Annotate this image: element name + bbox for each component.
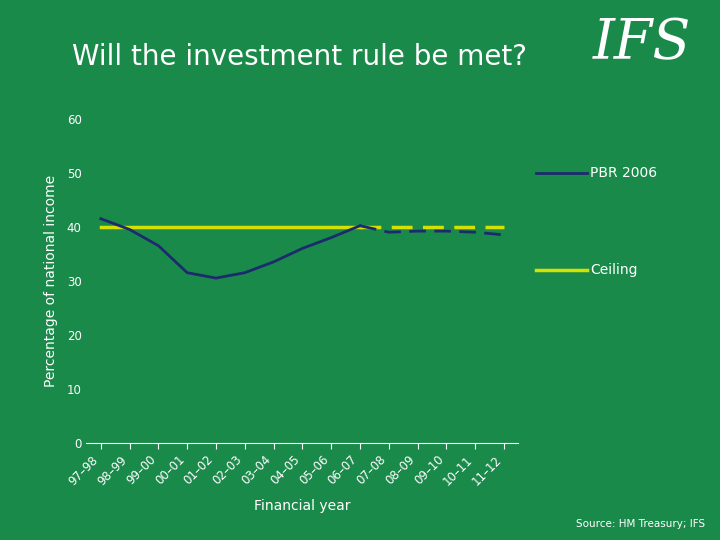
Text: PBR 2006: PBR 2006 — [590, 166, 657, 180]
Y-axis label: Percentage of national income: Percentage of national income — [45, 175, 58, 387]
Text: Ceiling: Ceiling — [590, 263, 638, 277]
X-axis label: Financial year: Financial year — [254, 499, 351, 513]
Text: Source: HM Treasury; IFS: Source: HM Treasury; IFS — [577, 519, 706, 529]
Text: IFS: IFS — [593, 16, 691, 71]
Text: Will the investment rule be met?: Will the investment rule be met? — [72, 43, 527, 71]
